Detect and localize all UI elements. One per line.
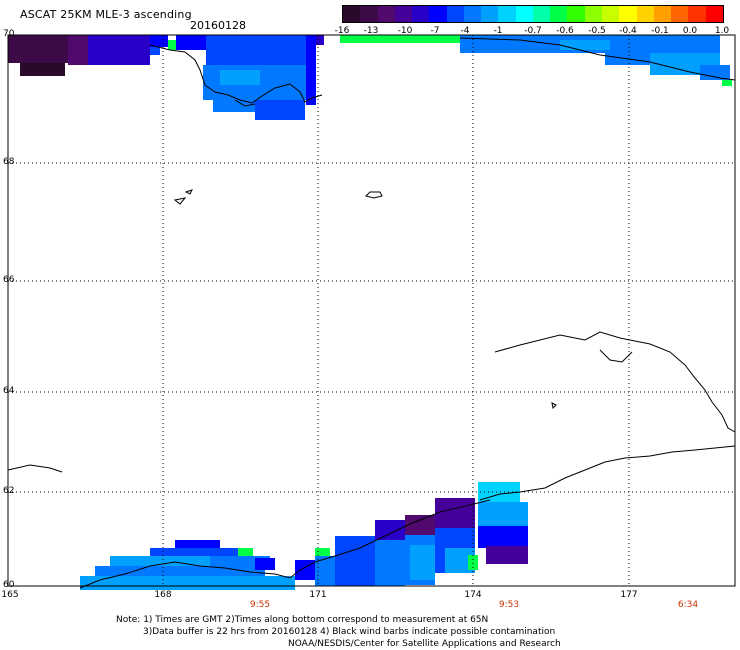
- time-label: 9:55: [249, 600, 271, 610]
- note-line-2: 3)Data buffer is 22 hrs from 20160128 4)…: [143, 627, 556, 637]
- lon-label: 171: [309, 590, 327, 600]
- colorbar-segment: [636, 6, 654, 22]
- time-label: 9:53: [498, 600, 520, 610]
- lat-label: 66: [3, 275, 15, 285]
- wind-data-bottom: [80, 482, 528, 590]
- lon-label: 168: [154, 590, 172, 600]
- map-title: ASCAT 25KM MLE-3 ascending: [20, 8, 192, 21]
- colorbar-label: -0.6: [556, 26, 574, 36]
- colorbar: [342, 5, 724, 23]
- colorbar-label: -1: [493, 26, 503, 36]
- colorbar-segment: [446, 6, 464, 22]
- colorbar-segment: [343, 6, 361, 22]
- lon-label: 174: [464, 590, 482, 600]
- graticule: [8, 35, 734, 586]
- note-line-1: Note: 1) Times are GMT 2)Times along bot…: [116, 615, 489, 625]
- colorbar-label: -0.5: [588, 26, 606, 36]
- colorbar-label: 1.0: [714, 26, 730, 36]
- colorbar-segment: [463, 6, 482, 22]
- colorbar-segment: [481, 6, 499, 22]
- colorbar-segment: [671, 6, 689, 22]
- wind-data-top-left: [8, 35, 324, 120]
- colorbar-segment: [532, 6, 551, 22]
- colorbar-label: -16: [334, 26, 350, 36]
- lat-label: 62: [3, 486, 15, 496]
- colorbar-segment: [360, 6, 378, 22]
- colorbar-label: -0.1: [651, 26, 669, 36]
- colorbar-label: -10: [397, 26, 413, 36]
- colorbar-segment: [584, 6, 602, 22]
- colorbar-segment: [705, 6, 723, 22]
- colorbar-segment: [550, 6, 568, 22]
- colorbar-label: -13: [363, 26, 379, 36]
- colorbar-label: 0.0: [682, 26, 698, 36]
- colorbar-segment: [619, 6, 637, 22]
- colorbar-labels: -16 -13 -10 -7 -4 -1 -0.7 -0.6 -0.5 -0.4…: [330, 26, 734, 38]
- colorbar-segment: [394, 6, 413, 22]
- colorbar-segment: [688, 6, 706, 22]
- lat-label: 68: [3, 157, 15, 167]
- colorbar-segment: [601, 6, 620, 22]
- coastlines: [7, 34, 736, 589]
- colorbar-segment: [567, 6, 585, 22]
- colorbar-segment: [498, 6, 516, 22]
- colorbar-segment: [515, 6, 533, 22]
- colorbar-segment: [412, 6, 430, 22]
- wind-data-top-right: [340, 35, 732, 86]
- lon-label: 165: [1, 590, 19, 600]
- colorbar-segment: [429, 6, 447, 22]
- colorbar-segment: [377, 6, 395, 22]
- map-date: 20160128: [190, 19, 246, 32]
- note-line-3: NOAA/NESDIS/Center for Satellite Applica…: [288, 639, 561, 649]
- colorbar-label: -4: [460, 26, 470, 36]
- colorbar-label: -0.7: [524, 26, 542, 36]
- time-label: 6:34: [677, 600, 699, 610]
- lat-label: 60: [3, 580, 15, 590]
- colorbar-label: -0.4: [619, 26, 637, 36]
- lon-label: 177: [620, 590, 638, 600]
- lat-label: 70: [3, 29, 15, 39]
- colorbar-segment: [653, 6, 672, 22]
- colorbar-label: -7: [430, 26, 440, 36]
- lat-label: 64: [3, 386, 15, 396]
